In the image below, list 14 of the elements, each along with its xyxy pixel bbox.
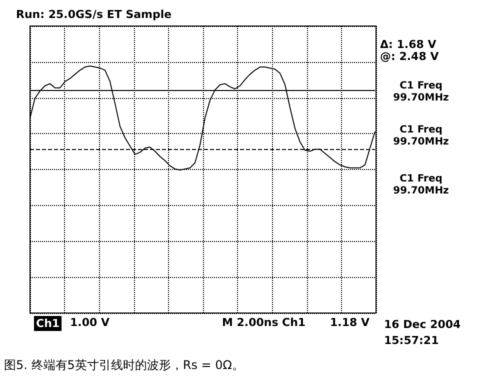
text: Run: 25.0GS/s ET Sample (16, 8, 172, 21)
text: @: 2.48 V (380, 50, 440, 63)
text: 15:57:21 (384, 334, 439, 347)
text: C1 Freq 99.70MHz (393, 124, 450, 148)
text: C1 Freq 99.70MHz (393, 80, 450, 104)
text: Δ: 1.68 V (380, 38, 437, 51)
text: M 2.00ns (222, 316, 279, 329)
caption: 图5. 终端有5英寸引线时的波形，Rs = 0Ω。 (4, 358, 244, 372)
text: Ch1 (282, 316, 306, 329)
text: C1 Freq 99.70MHz (393, 174, 450, 196)
text: 16 Dec 2004 (384, 318, 462, 331)
text: 1.00 V (70, 316, 110, 329)
text: 1.18 V (330, 316, 370, 329)
text: Ch1 (36, 317, 60, 330)
